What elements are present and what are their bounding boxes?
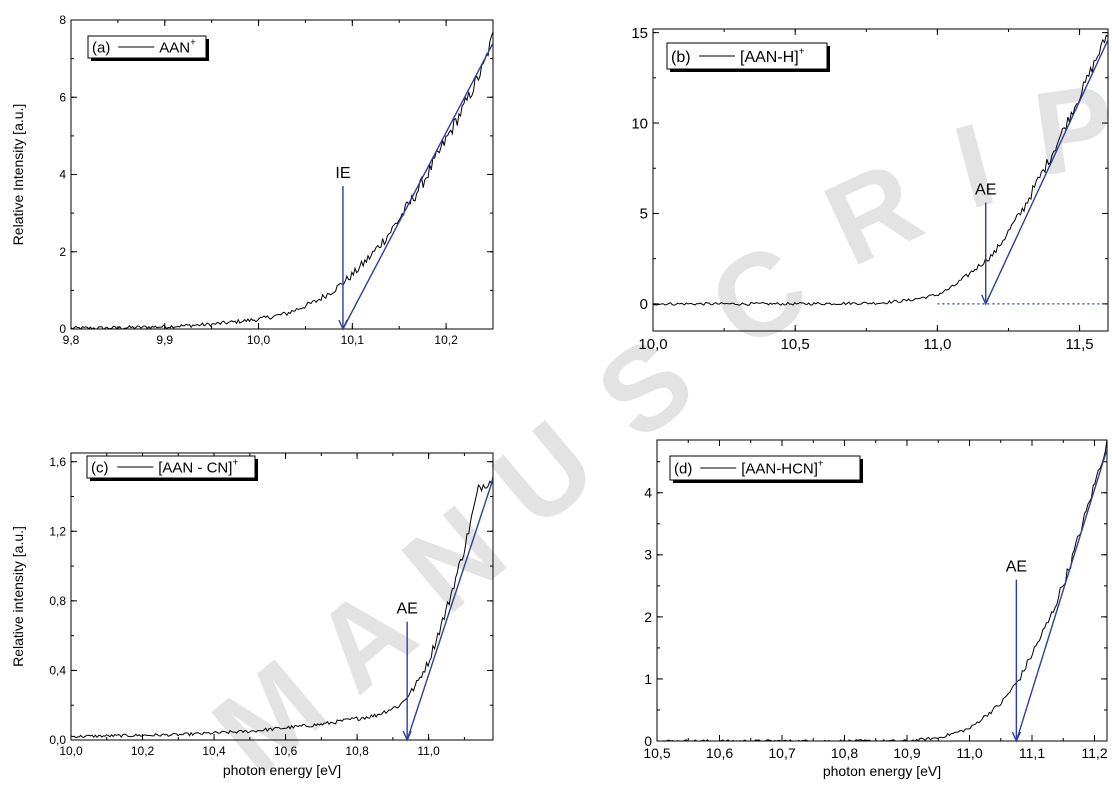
y-tick-label: 8 bbox=[59, 13, 66, 27]
data-series-line bbox=[662, 440, 1107, 741]
legend-panel-tag: (c) bbox=[91, 459, 109, 476]
plot-area bbox=[71, 31, 493, 329]
x-tick-label: 10,0 bbox=[247, 333, 271, 347]
plot-frame bbox=[656, 439, 1108, 742]
threshold-arrow-head bbox=[402, 730, 412, 742]
plot-frame bbox=[70, 452, 494, 741]
legend-panel-tag: (d) bbox=[674, 460, 692, 477]
watermark-letter: U bbox=[469, 396, 619, 552]
linear-fit-line bbox=[342, 42, 493, 329]
y-tick-label: 0 bbox=[644, 733, 652, 749]
legend: (d) [AAN-HCN]+ bbox=[669, 455, 863, 483]
linear-fit-line bbox=[985, 39, 1108, 305]
threshold-arrow-head bbox=[338, 319, 348, 331]
y-tick-label: 1,2 bbox=[49, 524, 66, 538]
y-tick-label: 6 bbox=[59, 90, 66, 104]
x-tick-label: 11,0 bbox=[956, 745, 982, 761]
legend-series-label: [AAN-H]+ bbox=[740, 47, 805, 66]
y-tick-label: 0,4 bbox=[49, 664, 66, 678]
x-tick-label: 11,2 bbox=[1081, 745, 1107, 761]
x-tick-label: 11,5 bbox=[1066, 336, 1094, 353]
watermark-letter: I bbox=[942, 98, 1008, 234]
y-tick-label: 1 bbox=[644, 671, 652, 687]
y-tick-label: 0,0 bbox=[49, 733, 66, 747]
x-tick-label: 10,5 bbox=[643, 745, 670, 761]
x-tick-label: 10,1 bbox=[341, 333, 365, 347]
x-tick-label: 11,0 bbox=[923, 336, 951, 353]
x-tick-label: 10,0 bbox=[59, 744, 83, 758]
x-tick-label: 10,8 bbox=[831, 745, 858, 761]
plot-area bbox=[71, 476, 493, 740]
legend-box bbox=[86, 455, 256, 479]
legend-box bbox=[666, 42, 828, 70]
legend-series-label: [AAN - CN]+ bbox=[158, 458, 238, 477]
y-tick-label: 0,8 bbox=[49, 594, 66, 608]
x-tick-label: 9,9 bbox=[156, 333, 173, 347]
x-tick-label: 10,8 bbox=[345, 744, 369, 758]
chart-panel-d: 10,5 10,6 10,7 10,8 10,9 11,0 11,1 11,2 0 1 2 3 4 pho… bbox=[643, 439, 1108, 779]
y-tick-label: 2 bbox=[59, 245, 66, 259]
x-axis-title: photon energy [eV] bbox=[823, 763, 941, 779]
plot-area bbox=[662, 440, 1107, 741]
y-tick-label: 3 bbox=[644, 547, 652, 563]
legend-panel-tag: (b) bbox=[671, 49, 691, 66]
x-tick-label: 11,1 bbox=[1019, 745, 1045, 761]
plot-frame bbox=[652, 28, 1109, 332]
threshold-label: AE bbox=[1006, 559, 1027, 576]
y-axis-title: Relative intensity [a.u.] bbox=[10, 526, 26, 667]
plot-frame bbox=[70, 19, 494, 330]
x-tick-label: 10,2 bbox=[131, 744, 155, 758]
x-axis-title: photon energy [eV] bbox=[223, 762, 341, 778]
legend-series-label: [AAN-HCN]+ bbox=[741, 459, 824, 478]
threshold-arrow-head bbox=[981, 294, 991, 306]
data-series-line bbox=[71, 476, 493, 739]
y-tick-label: 1,6 bbox=[49, 455, 66, 469]
x-tick-label: 10,5 bbox=[781, 336, 810, 353]
x-tick-label: 10,9 bbox=[893, 745, 920, 761]
x-tick-label: 10,7 bbox=[768, 745, 795, 761]
threshold-label: AE bbox=[396, 601, 417, 618]
data-series-line bbox=[71, 31, 493, 329]
legend-series-label: AAN+ bbox=[159, 38, 196, 57]
x-tick-label: 10,6 bbox=[706, 745, 733, 761]
data-series-line bbox=[653, 34, 1108, 306]
linear-fit-line bbox=[1015, 449, 1107, 741]
chart-panel-c: 10,0 10,2 10,4 10,6 10,8 11,0 0,0 0,4 0,8 1,2 1,6 R… bbox=[10, 452, 494, 778]
plot-area bbox=[653, 34, 1108, 306]
threshold-label: IE bbox=[335, 165, 350, 182]
y-tick-label: 5 bbox=[640, 206, 648, 223]
x-tick-label: 10,0 bbox=[638, 336, 667, 353]
legend: (c) [AAN - CN]+ bbox=[86, 455, 258, 481]
y-tick-label: 0 bbox=[640, 296, 648, 313]
legend-panel-tag: (a) bbox=[92, 39, 110, 56]
y-tick-label: 0 bbox=[59, 322, 66, 336]
x-tick-label: 10,4 bbox=[202, 744, 226, 758]
legend: (a) AAN+ bbox=[87, 35, 209, 61]
x-tick-label: 11,0 bbox=[417, 744, 440, 758]
threshold-label: AE bbox=[975, 182, 996, 199]
y-tick-label: 4 bbox=[644, 485, 652, 501]
x-tick-label: 9,8 bbox=[63, 333, 80, 347]
y-tick-label: 4 bbox=[59, 168, 66, 182]
threshold-arrow-head bbox=[1011, 731, 1022, 743]
legend: (b) [AAN-H]+ bbox=[666, 42, 830, 72]
watermark-letter: P bbox=[1026, 60, 1112, 202]
x-tick-label: 10,6 bbox=[274, 744, 298, 758]
watermark-letter: R bbox=[807, 136, 940, 292]
linear-fit-line bbox=[406, 478, 493, 740]
y-tick-label: 10 bbox=[631, 115, 648, 132]
y-tick-label: 2 bbox=[644, 609, 652, 625]
y-axis-title: Relative Intensity [a.u.] bbox=[10, 104, 26, 246]
chart-panel-a: 9,8 9,9 10,0 10,1 10,2 0 2 4 6 8 Relative Intensit… bbox=[10, 13, 494, 347]
y-tick-label: 15 bbox=[631, 25, 648, 42]
x-tick-label: 10,2 bbox=[434, 333, 458, 347]
chart-panel-b: 10,0 10,5 11,0 11,5 0 5 10 15 AE (b) [AAN-H]+ bbox=[631, 25, 1109, 353]
